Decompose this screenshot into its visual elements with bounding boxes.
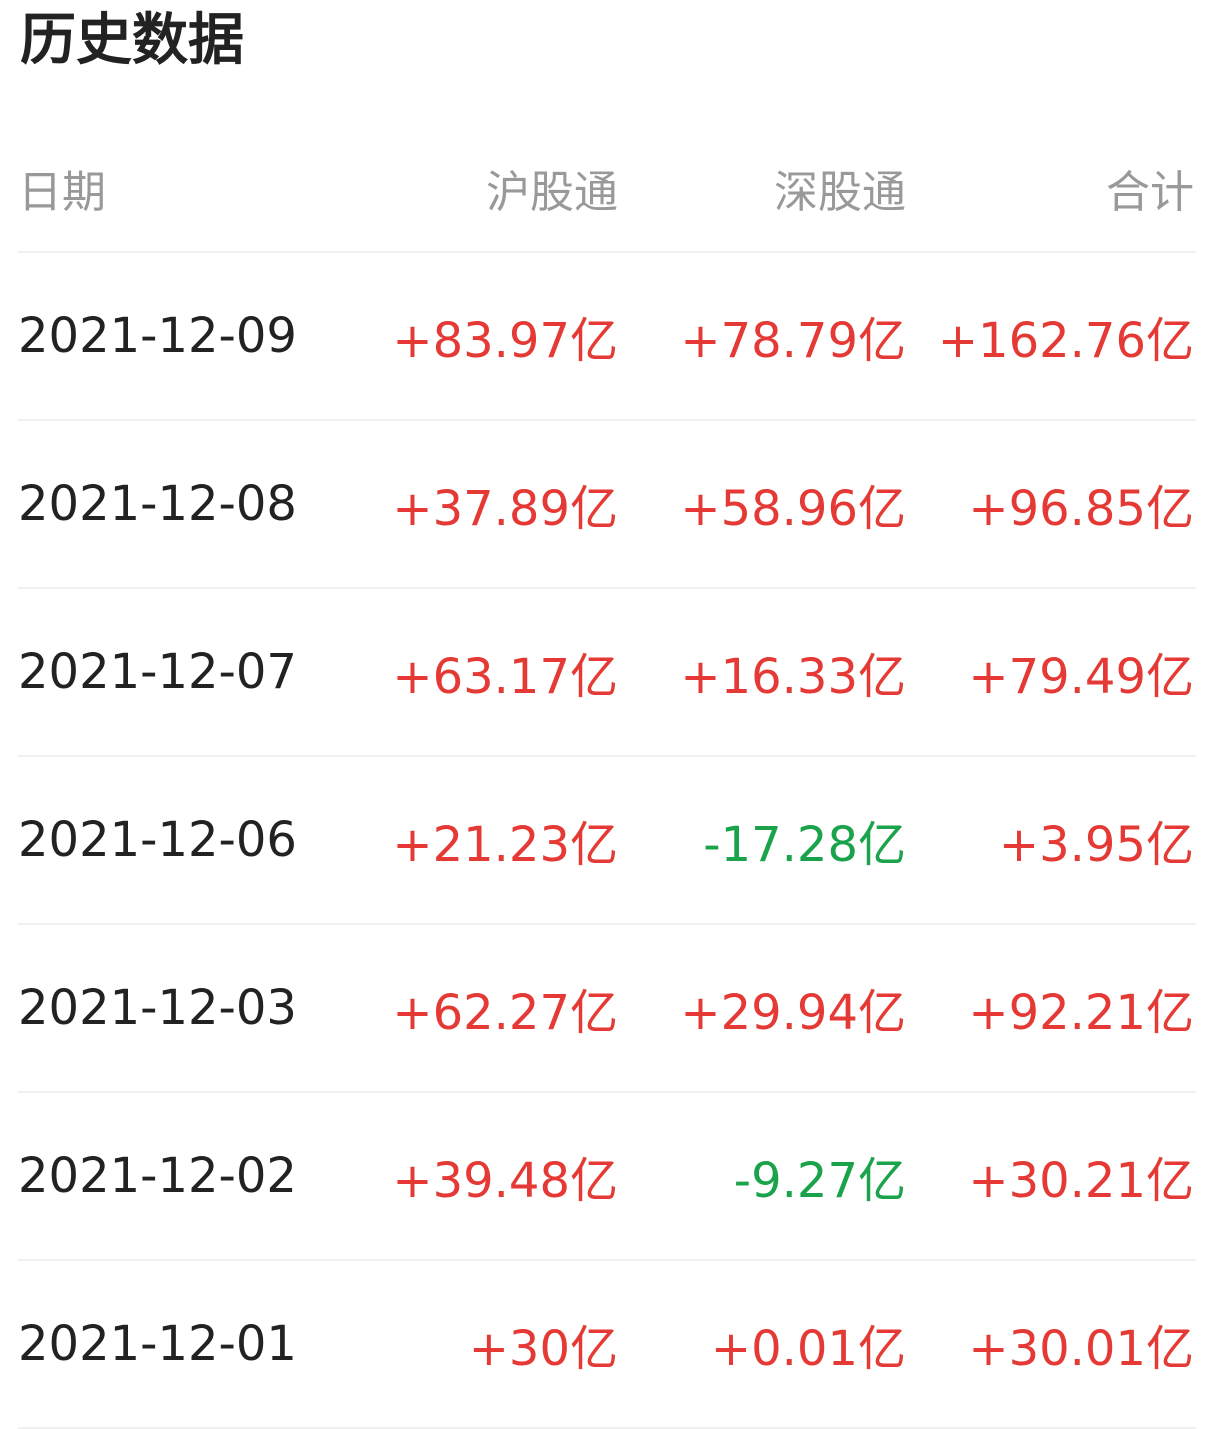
shenzhen-connect-cell: +16.33亿 [680,649,906,705]
total-cell: +162.76亿 [937,313,1194,369]
table-row[interactable]: 2021-12-02 +39.48亿 -9.27亿 +30.21亿 [18,1093,1196,1261]
table-row[interactable]: 2021-12-07 +63.17亿 +16.33亿 +79.49亿 [18,589,1196,757]
shanghai-connect-cell: +39.48亿 [392,1153,618,1209]
shenzhen-connect-cell: -17.28亿 [703,817,906,873]
date-cell: 2021-12-08 [18,476,297,532]
shenzhen-connect-cell: -9.27亿 [733,1153,906,1209]
table-row[interactable]: 2021-12-06 +21.23亿 -17.28亿 +3.95亿 [18,757,1196,925]
shenzhen-connect-cell: +78.79亿 [680,313,906,369]
table-row[interactable]: 2021-12-03 +62.27亿 +29.94亿 +92.21亿 [18,925,1196,1093]
total-cell: +92.21亿 [968,985,1194,1041]
shanghai-connect-cell: +30亿 [468,1321,618,1377]
date-cell: 2021-12-03 [18,980,297,1036]
total-cell: +30.01亿 [968,1321,1194,1377]
date-cell: 2021-12-07 [18,644,297,700]
shenzhen-connect-cell: +0.01亿 [710,1321,906,1377]
date-cell: 2021-12-01 [18,1316,297,1372]
shanghai-connect-cell: +63.17亿 [392,649,618,705]
date-cell: 2021-12-06 [18,812,297,868]
total-cell: +79.49亿 [968,649,1194,705]
date-cell: 2021-12-09 [18,308,297,364]
table-row[interactable]: 2021-12-08 +37.89亿 +58.96亿 +96.85亿 [18,421,1196,589]
shanghai-connect-cell: +83.97亿 [392,313,618,369]
header-date[interactable]: 日期 [18,166,106,218]
table-row[interactable]: 2021-12-09 +83.97亿 +78.79亿 +162.76亿 [18,253,1196,421]
table-header: 日期 沪股通 深股通 合计 [18,124,1196,253]
header-total[interactable]: 合计 [1106,166,1194,218]
shanghai-connect-cell: +21.23亿 [392,817,618,873]
date-cell: 2021-12-02 [18,1148,297,1204]
page-title: 历史数据 [20,8,244,73]
total-cell: +3.95亿 [998,817,1194,873]
shenzhen-connect-cell: +29.94亿 [680,985,906,1041]
shanghai-connect-cell: +37.89亿 [392,481,618,537]
shenzhen-connect-cell: +58.96亿 [680,481,906,537]
header-shenzhen-connect[interactable]: 深股通 [774,166,906,218]
table-row[interactable]: 2021-12-01 +30亿 +0.01亿 +30.01亿 [18,1261,1196,1429]
total-cell: +30.21亿 [968,1153,1194,1209]
header-shanghai-connect[interactable]: 沪股通 [486,166,618,218]
history-table: 日期 沪股通 深股通 合计 2021-12-09 +83.97亿 +78.79亿 +1… [18,124,1196,1429]
shanghai-connect-cell: +62.27亿 [392,985,618,1041]
total-cell: +96.85亿 [968,481,1194,537]
